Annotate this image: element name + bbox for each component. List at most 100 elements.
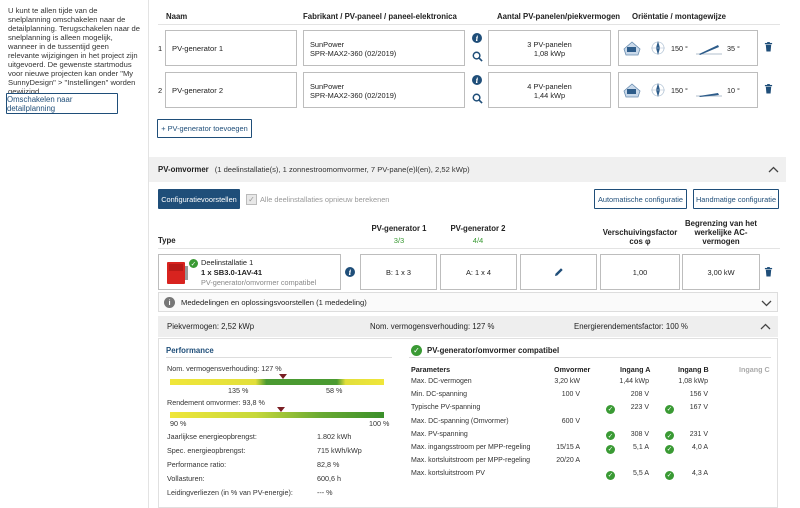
peak-power: 1,44 kWp bbox=[533, 91, 566, 100]
info-icon[interactable]: i bbox=[345, 267, 355, 277]
kv-label: Spec. energieopbrengst: bbox=[167, 446, 246, 455]
compat-header-input-c: Ingang C bbox=[739, 365, 770, 374]
house-icon bbox=[623, 83, 641, 98]
inverter-device-card[interactable]: ✓ Deelinstallatie 1 1 x SB3.0-1AV-41 PV-… bbox=[158, 254, 341, 290]
ac-limit-value: 3,00 kW bbox=[707, 267, 735, 277]
compat-inverter-value: 100 V bbox=[561, 391, 580, 399]
col-header-orientation: Oriëntatie / montagewijze bbox=[632, 12, 727, 21]
col-header-gen1: PV-generator 1 bbox=[371, 224, 427, 233]
info-icon[interactable]: i bbox=[472, 33, 482, 43]
input-b-config[interactable]: B: 1 x 3 bbox=[360, 254, 437, 290]
config-proposals-button[interactable]: Configuratievoorstellen bbox=[158, 189, 240, 209]
manufacturer-name: SunPower bbox=[310, 40, 345, 49]
azimuth-value: 150 ° bbox=[671, 43, 688, 53]
trash-icon[interactable] bbox=[764, 42, 773, 52]
inverter-subtitle: (1 deelinstallatie(s), 1 zonnestroomomvo… bbox=[214, 165, 470, 174]
header-divider bbox=[158, 24, 780, 25]
check-icon: ✓ bbox=[606, 431, 615, 441]
compat-input-a-value: 5,5 A bbox=[633, 470, 649, 478]
check-icon: ✓ bbox=[606, 444, 615, 454]
summary-bar[interactable]: Piekvermogen: 2,52 kWp Nom. vermogensver… bbox=[158, 316, 778, 337]
peak-power-summary: Piekvermogen: 2,52 kWp bbox=[167, 322, 255, 331]
compat-input-a-value: 5,1 A bbox=[633, 444, 649, 451]
recalc-checkbox[interactable]: ✓ bbox=[246, 194, 257, 205]
device-status: PV-generator/omvormer compatibel bbox=[201, 278, 317, 287]
chevron-up-icon[interactable] bbox=[768, 166, 779, 173]
orientation-field[interactable]: 150 ° 10 ° bbox=[618, 72, 758, 108]
add-pv-generator-button[interactable]: + PV-generator toevoegen bbox=[157, 119, 252, 138]
module-model: SPR-MAX2-360 (02/2019) bbox=[310, 49, 397, 58]
col-header-phase: Verschuivingsfactor cos φ bbox=[602, 228, 678, 246]
performance-title: Performance bbox=[166, 346, 214, 355]
panel-count: 4 PV-panelen bbox=[527, 82, 572, 91]
ac-limit-field[interactable]: 3,00 kW bbox=[682, 254, 760, 290]
house-icon bbox=[623, 41, 641, 56]
chevron-up-icon[interactable] bbox=[760, 323, 771, 330]
messages-panel[interactable]: i Mededelingen en oplossingsvoorstellen … bbox=[158, 292, 778, 312]
row-number: 1 bbox=[158, 44, 163, 53]
tilt-icon bbox=[696, 45, 722, 55]
compat-input-a-value: 308 V bbox=[630, 430, 649, 438]
compat-header-param: Parameters bbox=[411, 365, 451, 374]
pencil-icon[interactable] bbox=[554, 267, 564, 277]
compatible-check-icon: ✓ bbox=[411, 345, 422, 356]
input-a-config[interactable]: A: 1 x 4 bbox=[440, 254, 517, 290]
info-icon[interactable]: i bbox=[472, 75, 482, 85]
trash-icon[interactable] bbox=[764, 267, 773, 277]
compat-inverter-value: 600 V bbox=[561, 417, 580, 425]
manual-config-button[interactable]: Handmatige configuratie bbox=[693, 189, 779, 209]
gen1-usage: 3/3 bbox=[393, 236, 405, 245]
orientation-field[interactable]: 150 ° 35 ° bbox=[618, 30, 758, 66]
phase-field[interactable]: 1,00 bbox=[600, 254, 680, 290]
efficiency-label: Rendement omvormer: 93,8 % bbox=[167, 398, 265, 407]
performance-divider bbox=[166, 357, 392, 358]
compat-input-b-value: 4,0 A bbox=[692, 444, 708, 451]
compat-inverter-value: 15/15 A bbox=[556, 444, 580, 451]
compat-param: Max. kortsluitstroom per MPP-regeling bbox=[411, 457, 531, 465]
sidebar-divider bbox=[148, 0, 149, 508]
efficiency-right-label: 100 % bbox=[369, 419, 390, 428]
trash-icon[interactable] bbox=[764, 84, 773, 94]
check-icon: ✓ bbox=[606, 470, 615, 480]
chevron-down-icon[interactable] bbox=[761, 300, 772, 307]
compat-divider bbox=[409, 357, 771, 358]
kv-label: Jaarlijkse energieopbrengst: bbox=[167, 432, 257, 441]
inverter-title: PV-omvormer bbox=[158, 165, 209, 174]
panel-count-field[interactable]: 4 PV-panelen 1,44 kWp bbox=[488, 72, 611, 108]
generator-name-field[interactable]: PV-generator 2 bbox=[165, 72, 297, 108]
info-circle-icon: i bbox=[164, 297, 175, 308]
edit-config[interactable] bbox=[520, 254, 597, 290]
compat-input-b-value: 4,3 A bbox=[692, 470, 708, 478]
compat-input-b-value: 231 V bbox=[689, 430, 708, 438]
col-header-count-power: Aantal PV-panelen/piekvermogen bbox=[497, 12, 621, 21]
inverter-section-header[interactable]: PV-omvormer (1 deelinstallatie(s), 1 zon… bbox=[149, 157, 786, 182]
compat-header-input-b: Ingang B bbox=[678, 365, 709, 374]
compat-param: Min. DC-spanning bbox=[411, 391, 468, 399]
generator-name-field[interactable]: PV-generator 1 bbox=[165, 30, 297, 66]
device-name: Deelinstallatie 1 bbox=[201, 258, 254, 267]
switch-to-detail-button[interactable]: Omschakelen naar detailplanning bbox=[6, 93, 118, 114]
col-header-manufacturer: Fabrikant / PV-paneel / paneel-elektroni… bbox=[303, 12, 457, 21]
compat-input-a-value: 208 V bbox=[630, 391, 649, 399]
compat-param: Max. ingangsstroom per MPP-regeling bbox=[411, 444, 531, 451]
ratio-gauge bbox=[170, 379, 384, 385]
sidebar-info-text: U kunt te allen tijde van de snelplannin… bbox=[8, 6, 141, 96]
efficiency-summary: Energierendementsfactor: 100 % bbox=[574, 322, 688, 331]
module-field[interactable]: SunPower SPR-MAX2-360 (02/2019) bbox=[303, 30, 465, 66]
compat-param: Max. DC-spanning (Omvormer) bbox=[411, 417, 509, 425]
col-header-ac-limit: Begrenzing van het werkelijke AC-vermoge… bbox=[685, 219, 757, 246]
ratio-right-label: 58 % bbox=[326, 386, 343, 395]
module-field[interactable]: SunPower SPR-MAX2-360 (02/2019) bbox=[303, 72, 465, 108]
search-icon[interactable] bbox=[472, 51, 483, 62]
search-icon[interactable] bbox=[472, 93, 483, 104]
compat-input-b-value: 167 V bbox=[689, 404, 708, 412]
auto-config-button[interactable]: Automatische configuratie bbox=[594, 189, 687, 209]
ratio-summary: Nom. vermogensverhouding: 127 % bbox=[370, 322, 495, 331]
gen2-usage: 4/4 bbox=[472, 236, 484, 245]
kv-value: 1.802 kWh bbox=[317, 432, 352, 441]
check-icon: ✓ bbox=[665, 404, 674, 414]
panel-count-field[interactable]: 3 PV-panelen 1,08 kWp bbox=[488, 30, 611, 66]
compat-title: PV-generator/omvormer compatibel bbox=[427, 346, 560, 355]
ratio-left-label: 135 % bbox=[228, 386, 249, 395]
manufacturer-name: SunPower bbox=[310, 82, 345, 91]
